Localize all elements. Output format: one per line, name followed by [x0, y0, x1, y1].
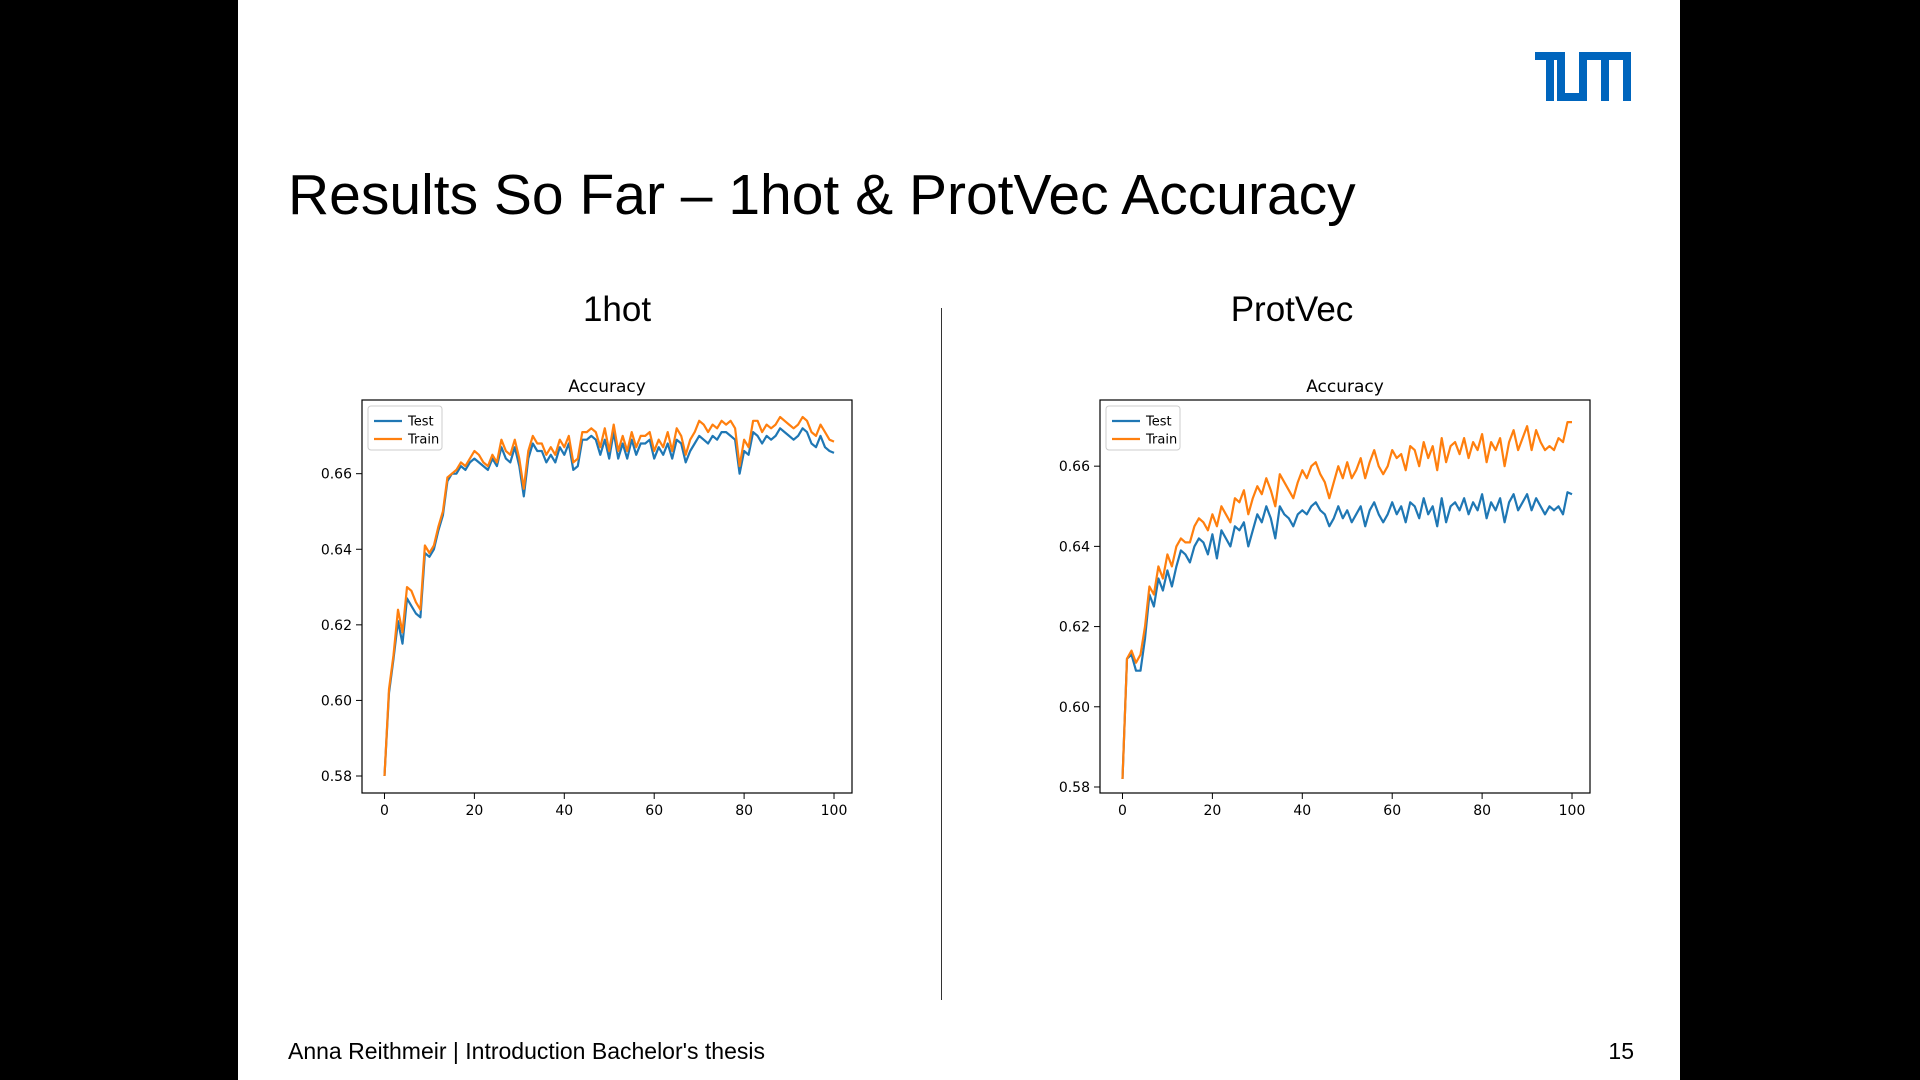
slide: Results So Far – 1hot & ProtVec Accuracy… [238, 0, 1680, 1080]
x-tick-label: 20 [1203, 803, 1221, 819]
y-tick-label: 0.66 [1059, 459, 1090, 475]
chart-title: Accuracy [568, 377, 646, 397]
x-tick-label: 60 [645, 803, 663, 819]
x-tick-label: 20 [465, 803, 483, 819]
series-line-train [1121, 420, 1572, 780]
column-divider [941, 308, 942, 1000]
series-line-test [383, 427, 835, 777]
y-tick-label: 0.64 [321, 542, 352, 558]
footer-text: Anna Reithmeir | Introduction Bachelor's… [288, 1038, 765, 1064]
legend-label-train: Train [1145, 433, 1177, 448]
legend-label-test: Test [407, 415, 434, 430]
x-tick-label: 80 [735, 803, 753, 819]
heading-protvec: ProtVec [1230, 290, 1354, 329]
page-number: 15 [1608, 1038, 1634, 1064]
legend-label-train: Train [407, 433, 439, 448]
x-tick-label: 60 [1383, 803, 1401, 819]
x-tick-label: 40 [1293, 803, 1311, 819]
plot-frame [361, 399, 853, 794]
y-tick-label: 0.60 [1059, 700, 1090, 716]
y-tick-label: 0.62 [321, 618, 352, 634]
series-line-test [1121, 491, 1573, 780]
chart-1hot-svg: Accuracy 0 20 40 60 80 100 0.58 0.60 0.62 0.64 0.66… [321, 377, 853, 819]
series-line-train [383, 415, 835, 777]
x-tick-label: 40 [555, 803, 573, 819]
y-tick-label: 0.58 [1059, 780, 1090, 796]
y-tick-label: 0.60 [321, 693, 352, 709]
chart-title: Accuracy [1306, 377, 1384, 397]
tum-logo [1535, 52, 1631, 101]
x-tick-label: 100 [821, 803, 848, 819]
y-tick-label: 0.64 [1059, 539, 1090, 555]
chart-protvec: Accuracy 0 20 40 60 80 100 0.58 0.60 0.62 0.64 0.66… [1008, 370, 1608, 830]
y-tick-label: 0.66 [321, 467, 352, 483]
chart-protvec-svg: Accuracy 0 20 40 60 80 100 0.58 0.60 0.62 0.64 0.66… [1059, 377, 1591, 819]
x-tick-label: 0 [380, 803, 389, 819]
plot-frame [1099, 399, 1591, 794]
x-tick-label: 100 [1559, 803, 1586, 819]
heading-1hot: 1hot [582, 290, 652, 329]
chart-1hot: Accuracy 0 20 40 60 80 100 0.58 0.60 0.62 0.64 0.66… [270, 370, 870, 830]
x-tick-label: 0 [1118, 803, 1127, 819]
x-tick-label: 80 [1473, 803, 1491, 819]
y-tick-label: 0.58 [321, 769, 352, 785]
legend-label-test: Test [1145, 415, 1172, 430]
y-tick-label: 0.62 [1059, 620, 1090, 636]
slide-title: Results So Far – 1hot & ProtVec Accuracy [288, 163, 1356, 227]
